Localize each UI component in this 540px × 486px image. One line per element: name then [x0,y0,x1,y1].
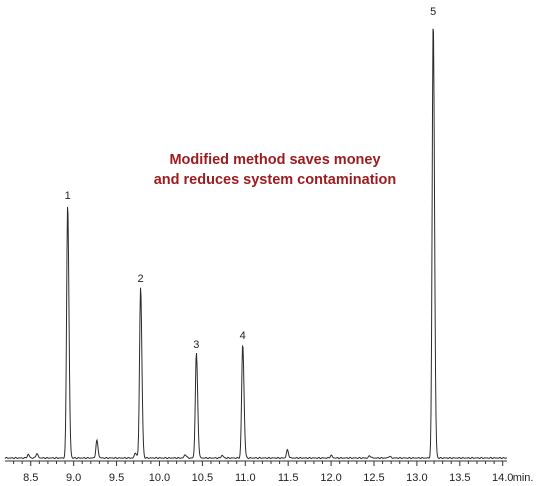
x-tick-label: 9.5 [109,472,124,484]
chromatogram-trace-layer [4,28,508,460]
annotation-line-1: Modified method saves money [169,152,381,168]
x-tick-label: 13.0 [406,472,427,484]
chromatogram-trace [4,28,508,460]
peak-label: 4 [240,330,246,342]
x-tick-label: 12.5 [363,472,384,484]
annotation-line-2: and reduces system contamination [153,172,397,188]
x-tick-label: 14.0 [492,472,513,484]
x-tick-label: 13.5 [449,472,470,484]
peak-label: 3 [193,339,199,351]
x-tick-label: 12.0 [320,472,341,484]
x-axis: 8.5 9.0 9.5 10.0 10.5 11.0 11.5 12.0 12.5 13.0 13.… [5,460,534,484]
x-tick-label: 8.5 [23,472,38,484]
chart-annotation: Modified method saves money and reduces … [120,150,430,190]
x-tick-label: 11.5 [278,472,299,484]
peak-labels: 1 2 3 4 5 [65,6,437,351]
x-unit-label: min. [513,472,534,484]
peak-label: 1 [65,190,71,202]
x-tick-label: 10.5 [192,472,213,484]
x-tick-label: 9.0 [66,472,81,484]
x-tick-label: 10.0 [149,472,170,484]
peak-label: 5 [430,6,436,18]
x-tick-label: 11.0 [235,472,256,484]
peak-label: 2 [138,273,144,285]
